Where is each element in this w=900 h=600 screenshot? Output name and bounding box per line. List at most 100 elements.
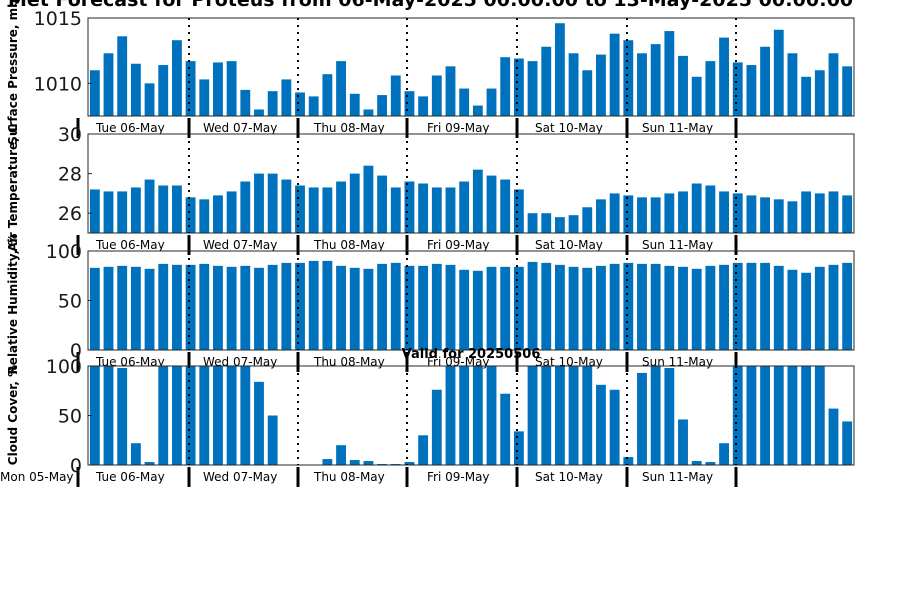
bar-0-52 [801, 76, 812, 116]
bar-2-0 [89, 267, 100, 350]
ytick-label-0-1: 1015 [34, 8, 82, 30]
bar-0-11 [240, 89, 251, 116]
bar-0-0 [89, 70, 100, 116]
bar-3-7 [185, 366, 196, 465]
bar-3-37 [596, 384, 606, 465]
bar-2-35 [568, 266, 579, 350]
bar-2-29 [486, 266, 497, 350]
bar-2-55 [842, 262, 853, 350]
bar-3-1 [103, 366, 114, 465]
bar-2-44 [691, 268, 702, 350]
bar-3-55 [842, 421, 853, 465]
bar-1-38 [609, 193, 620, 233]
bar-0-15 [295, 92, 305, 116]
bar-3-54 [828, 408, 839, 465]
bar-0-17 [322, 74, 333, 116]
bar-2-42 [664, 265, 675, 350]
bar-0-1 [103, 53, 114, 116]
bar-1-2 [117, 191, 128, 233]
bar-2-33 [541, 262, 552, 350]
bar-0-4 [144, 83, 155, 116]
bar-3-5 [158, 366, 169, 465]
bar-3-27 [459, 366, 470, 465]
bar-1-41 [650, 197, 661, 233]
bar-2-23 [404, 265, 415, 350]
bar-3-6 [171, 366, 182, 465]
bar-3-35 [568, 366, 579, 465]
bar-3-31 [513, 431, 524, 465]
ylabel-0: Surface Pressure, mb [6, 0, 20, 145]
bar-2-17 [322, 260, 333, 350]
bar-3-51 [787, 366, 798, 465]
bar-1-37 [596, 199, 606, 233]
bar-1-47 [732, 193, 743, 233]
bar-3-2 [117, 367, 128, 465]
bar-1-48 [746, 195, 757, 233]
bar-1-14 [281, 179, 292, 233]
bar-0-5 [158, 65, 169, 116]
bar-2-45 [705, 265, 716, 350]
ytick-label-1-0: 26 [58, 203, 82, 225]
bar-1-46 [719, 191, 729, 233]
bar-0-46 [719, 37, 729, 116]
bar-2-43 [678, 266, 688, 350]
ytick-label-3-1: 50 [58, 406, 82, 428]
bar-1-40 [637, 197, 647, 233]
bar-1-8 [199, 199, 210, 233]
bar-1-31 [513, 189, 524, 233]
bar-0-2 [117, 36, 128, 116]
day-label-3-5: Sat 10-May [535, 470, 603, 484]
bar-2-18 [336, 265, 346, 350]
bar-1-23 [404, 181, 415, 233]
bar-1-30 [500, 179, 511, 233]
bar-2-40 [637, 263, 647, 350]
bar-3-39 [623, 457, 634, 465]
bar-3-29 [486, 366, 497, 465]
bar-1-53 [814, 193, 825, 233]
bar-2-6 [171, 264, 182, 350]
bar-2-14 [281, 262, 292, 350]
day-label-3-4: Fri 09-May [427, 470, 490, 484]
bar-1-43 [678, 191, 688, 233]
bar-0-43 [678, 55, 688, 116]
bar-2-27 [459, 269, 470, 350]
bar-3-11 [240, 366, 251, 465]
bar-2-24 [418, 265, 429, 350]
bar-2-52 [801, 272, 812, 350]
bar-3-47 [732, 366, 743, 465]
bar-2-37 [596, 265, 606, 350]
bar-1-28 [472, 169, 483, 233]
day-label-0-2: Wed 07-May [203, 121, 277, 135]
bar-0-35 [568, 53, 579, 116]
bar-1-7 [185, 197, 196, 233]
chart-panels: 1010 1015 Tue 06-May Wed 07-May Thu 08-May Fr… [0, 0, 855, 487]
bar-2-54 [828, 264, 839, 350]
main-title: Met Forecast for Proteus from 06-May-202… [8, 0, 853, 11]
bar-1-19 [349, 173, 360, 233]
bar-0-50 [773, 29, 784, 116]
bar-3-53 [814, 366, 825, 465]
bar-0-31 [513, 58, 524, 116]
bar-0-7 [185, 61, 196, 116]
bar-0-44 [691, 76, 702, 116]
bar-2-15 [295, 262, 305, 350]
bar-0-41 [650, 44, 661, 116]
bar-0-8 [199, 79, 210, 116]
bar-1-44 [691, 183, 702, 233]
ytick-label-2-0: 0 [70, 340, 82, 362]
bar-3-42 [664, 367, 675, 465]
bar-3-13 [267, 415, 278, 465]
bar-2-11 [240, 265, 251, 350]
bar-2-1 [103, 266, 114, 350]
bar-1-33 [541, 213, 552, 233]
day-label-3-0: Mon 05-May [0, 470, 74, 484]
bar-0-9 [213, 62, 223, 116]
day-label-0-5: Sat 10-May [535, 121, 603, 135]
bar-3-50 [773, 366, 784, 465]
bar-1-52 [801, 191, 812, 233]
bar-1-15 [295, 185, 305, 233]
bar-0-23 [404, 91, 415, 116]
bar-3-9 [213, 366, 223, 465]
day-label-3-6: Sun 11-May [642, 470, 713, 484]
